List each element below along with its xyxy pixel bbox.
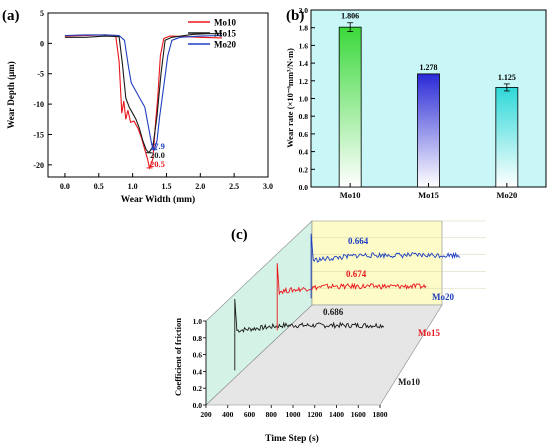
x-tick-label: 1.0: [128, 182, 138, 191]
series-line-mo10: [64, 34, 223, 170]
panel-a-series: [64, 33, 223, 170]
legend-label-mo15: Mo15: [214, 29, 236, 39]
z-tick-label: 1.0: [193, 317, 203, 326]
x-tick-label: 1.5: [161, 182, 171, 191]
bar-mo15: [417, 73, 440, 188]
series-label-mo20: Mo20: [432, 292, 454, 302]
panel-c-gridlines: [312, 220, 486, 289]
panel-c-label: (c): [231, 227, 248, 243]
x-tick-label: 0.5: [94, 182, 104, 191]
panel-b-y-axis: 0.0 0.2 0.4 0.6 0.8 1.0 1.2 1.4 1.6 1.8 2.0: [299, 6, 315, 192]
x-tick-label: 1800: [373, 410, 388, 419]
x-tick-label: 600: [244, 410, 256, 419]
mean-cof-mo20: 0.664: [348, 236, 369, 246]
z-tick-label: 0.8: [193, 334, 203, 343]
panel-a-x-label: Wear Width (mm): [121, 194, 195, 205]
x-tick-label: 1200: [307, 410, 322, 419]
panel-c-x-label: Time Step (s): [265, 433, 319, 444]
x-tick-label: Mo20: [496, 190, 517, 200]
panel-c: (c) 200 400 600 800 1000 1200 1400 1600 1800 0.0 0…: [173, 220, 486, 444]
panel-c-series: [234, 233, 461, 371]
depth-annotation-mo20: 17.9: [150, 141, 165, 151]
panel-b-y-label: Wear rate (×10⁻⁶mm³/N·m): [285, 48, 295, 148]
x-tick-label: 400: [222, 410, 234, 419]
series-line-mo20: [64, 34, 223, 152]
y-tick-label: -15: [33, 130, 44, 139]
y-tick-label: 0.4: [299, 148, 309, 157]
y-tick-label: 1.8: [299, 24, 309, 33]
legend-label-mo10: Mo10: [214, 18, 236, 28]
series-label-mo10: Mo10: [398, 377, 420, 387]
cof-trace-mo10: [234, 298, 385, 371]
y-tick-label: 5: [40, 9, 44, 18]
x-tick-label: 3.0: [263, 182, 273, 191]
depth-annotation-mo10: 20.5: [150, 159, 165, 169]
panel-b: (b) 0.0 0.2 0.4 0.6 0.8 1.0 1.2 1.4 1.6 1.8 2.0 1.…: [285, 6, 547, 200]
mean-cof-mo15: 0.674: [346, 269, 367, 279]
panel-a: (a) 50-5-10-15-20 0.0 0.5 1.0 1.5 2.0 2.5 3.0 …: [2, 8, 273, 205]
panel-a-frame: [47, 12, 269, 178]
z-tick-label: 0.0: [193, 401, 203, 410]
x-tick-label: 2.5: [229, 182, 239, 191]
y-tick-label: 1.4: [299, 59, 309, 68]
cof-trace-mo15: [276, 263, 427, 331]
x-tick-label: Mo10: [340, 190, 361, 200]
panel-b-bars: 1.806 Mo10 1.278 Mo15 1.125 Mo20: [338, 12, 519, 200]
z-tick-label: 0.6: [193, 351, 203, 360]
y-tick-label: 1.0: [299, 95, 309, 104]
panel-b-label: (b): [286, 8, 304, 24]
y-tick-label: 2.0: [299, 6, 309, 15]
y-tick-label: 0.2: [299, 165, 309, 174]
x-tick-label: 800: [266, 410, 278, 419]
y-tick-label: 0.6: [299, 130, 309, 139]
bar-mo20: [495, 87, 519, 188]
y-tick-label: -20: [33, 161, 44, 170]
x-tick-label: 1400: [329, 410, 344, 419]
depth-annotation-mo15: 20.0: [150, 150, 165, 160]
panel-a-y-label: Wear Depth (μm): [6, 61, 16, 128]
x-tick-label: 0.0: [60, 182, 70, 191]
y-tick-label: 0.0: [299, 183, 309, 192]
z-tick-label: 0.2: [193, 384, 203, 393]
panel-a-x-axis: 0.0 0.5 1.0 1.5 2.0 2.5 3.0: [60, 173, 273, 191]
x-tick-label: 2.0: [195, 182, 205, 191]
panel-a-legend: Mo10 Mo15 Mo20: [188, 18, 236, 50]
floor-plane: [205, 304, 443, 406]
series-line-mo15: [64, 33, 222, 154]
y-tick-label: 0: [40, 39, 44, 48]
legend-label-mo20: Mo20: [214, 40, 236, 50]
x-tick-label: Mo15: [418, 190, 439, 200]
bar-value-label: 1.278: [420, 63, 438, 72]
panel-c-y-label: Coefficient of friction: [173, 318, 183, 396]
bar-value-label: 1.125: [498, 73, 516, 82]
x-tick-label: 200: [200, 410, 212, 419]
x-tick-label: 1000: [286, 410, 301, 419]
series-label-mo15: Mo15: [418, 328, 440, 338]
y-tick-label: 1.2: [299, 77, 309, 86]
z-tick-label: 0.4: [193, 367, 203, 376]
cof-trace-mo20: [310, 233, 461, 299]
mean-cof-mo10: 0.686: [323, 307, 344, 317]
x-tick-label: 1600: [351, 410, 366, 419]
bar-value-label: 1.806: [341, 12, 359, 21]
panel-a-label: (a): [2, 8, 20, 24]
panel-a-y-axis: 5 0 -5 -10 -15 -20: [33, 9, 52, 170]
back-wall-plane: [311, 220, 443, 306]
y-tick-label: 1.6: [299, 41, 309, 50]
y-tick-label: -10: [33, 100, 44, 109]
bar-mo10: [338, 26, 362, 188]
y-tick-label: -5: [37, 70, 44, 79]
panel-c-axes: 200 400 600 800 1000 1200 1400 1600 1800 0.0 0.2 0.…: [193, 317, 388, 419]
y-tick-label: 0.8: [299, 112, 309, 121]
